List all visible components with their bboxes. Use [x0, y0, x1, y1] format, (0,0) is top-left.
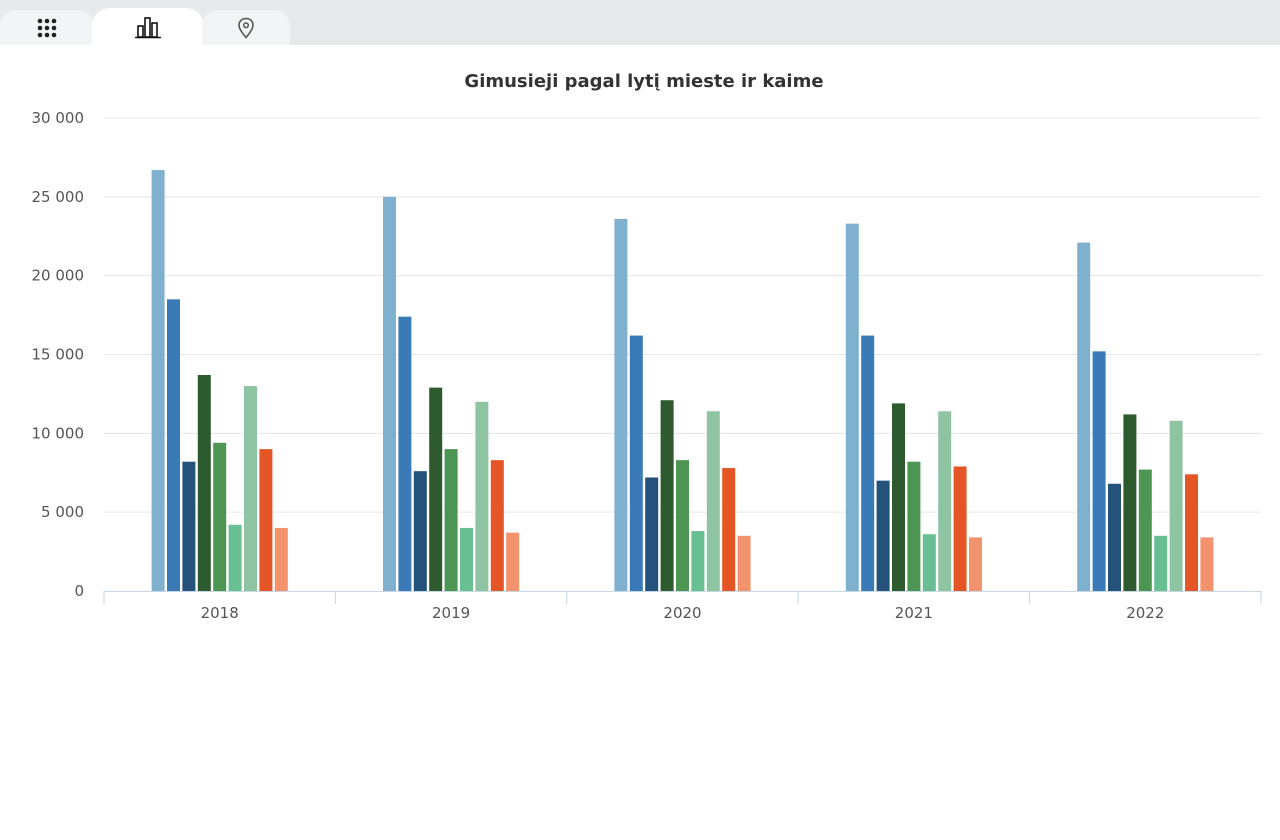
y-tick-label: 10 000: [32, 424, 85, 442]
y-tick-label: 20 000: [32, 267, 85, 285]
bar: [722, 468, 736, 591]
x-tick-label: 2020: [663, 604, 701, 622]
bar: [1138, 469, 1152, 591]
bar: [259, 449, 273, 591]
bar: [274, 527, 288, 591]
tab-map[interactable]: [202, 10, 290, 45]
bar: [676, 460, 689, 591]
bar: [398, 316, 412, 591]
x-axis: [103, 591, 1262, 604]
bar: [645, 477, 659, 591]
grid-icon: [37, 18, 57, 37]
bar: [845, 223, 859, 592]
bar: [197, 374, 211, 591]
bar: [922, 534, 936, 591]
x-tick-label: 2021: [895, 604, 933, 622]
y-tick-label: 15 000: [32, 346, 85, 364]
bar: [413, 471, 427, 591]
bar: [1108, 483, 1121, 591]
y-axis-ticks: 0 5 000 10 000 15 000 20 000 25 000 30 000: [32, 109, 85, 600]
bar: [660, 400, 674, 591]
bar: [228, 524, 242, 591]
bar: [213, 442, 227, 591]
chart-title: Gimusieji pagal lytį mieste ir kaime: [464, 71, 823, 92]
bar: [1200, 537, 1214, 591]
bar: [629, 335, 643, 591]
y-tick-label: 0: [74, 582, 84, 600]
bar: [429, 387, 443, 591]
y-tick-label: 5 000: [41, 503, 84, 521]
bar: [244, 386, 257, 591]
x-tick-label: 2019: [432, 604, 470, 622]
bar: [938, 411, 952, 591]
bar: [151, 170, 165, 591]
bar: [876, 480, 890, 591]
bar: [861, 335, 875, 591]
bar: [907, 461, 921, 591]
bar: [1169, 420, 1183, 591]
chart-panel: Gimusieji pagal lytį mieste ir kaime 0 5 …: [0, 45, 1280, 840]
map-pin-icon: [238, 17, 254, 39]
y-tick-label: 25 000: [32, 188, 85, 206]
grid-lines: [104, 117, 1261, 513]
bar: [691, 531, 705, 591]
bar: [969, 537, 982, 591]
bar: [1123, 414, 1137, 591]
bar-chart-icon: [135, 16, 161, 38]
bar: [506, 532, 520, 591]
bar: [460, 527, 473, 591]
x-tick-label: 2022: [1126, 604, 1164, 622]
bar: [737, 535, 751, 591]
x-axis-ticks: 2018 2019 2020 2021 2022: [201, 604, 1165, 622]
bar: [892, 403, 905, 591]
tab-bar: [0, 0, 1280, 45]
bar: [1092, 351, 1106, 591]
tab-grid[interactable]: [0, 10, 94, 45]
bar: [953, 466, 967, 591]
bar: [444, 449, 458, 591]
bar: [614, 218, 628, 591]
bar: [1154, 535, 1168, 591]
bar: [490, 460, 504, 591]
bar-chart: Gimusieji pagal lytį mieste ir kaime 0 5 …: [32, 71, 1262, 622]
tab-bar-chart[interactable]: [92, 8, 204, 45]
bar: [167, 299, 180, 591]
x-tick-label: 2018: [201, 604, 239, 622]
bar: [383, 196, 396, 592]
bar: [706, 411, 720, 591]
bar: [475, 401, 489, 591]
bar: [1185, 474, 1198, 591]
bar: [182, 461, 196, 591]
y-tick-label: 30 000: [32, 109, 85, 127]
bars: [151, 170, 1214, 592]
bar: [1077, 242, 1091, 591]
